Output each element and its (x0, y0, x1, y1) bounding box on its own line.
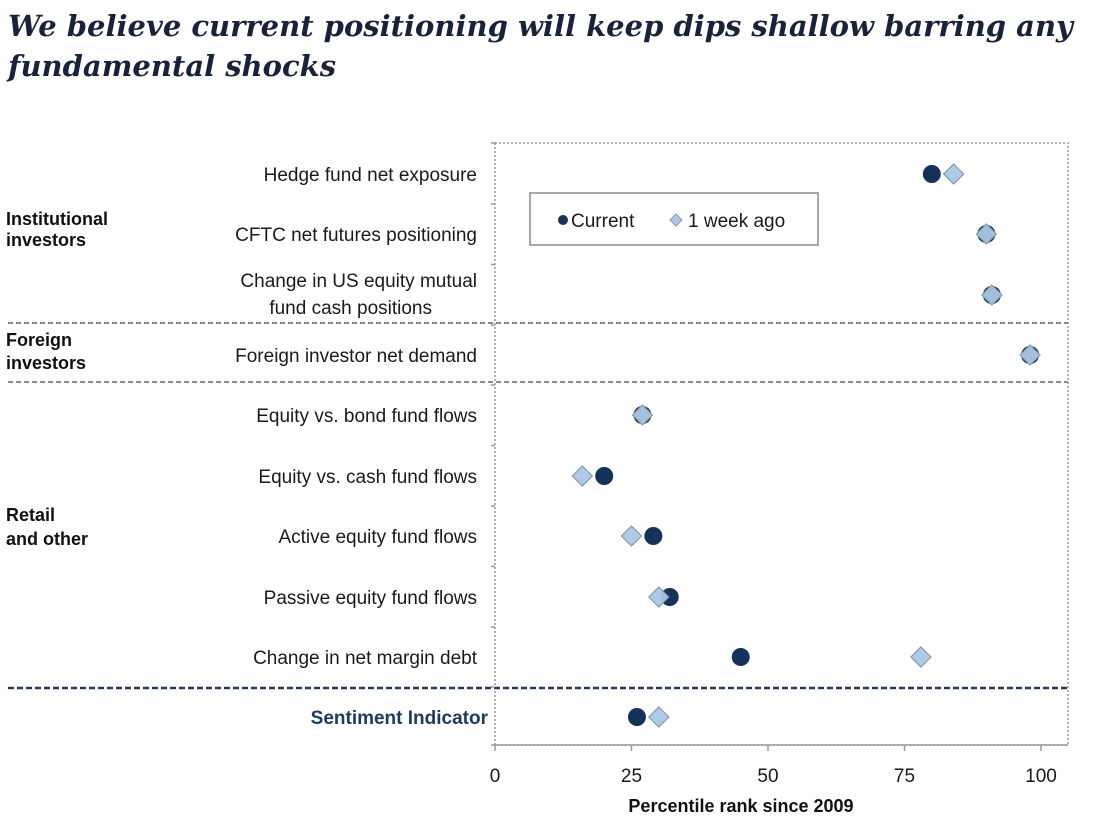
week-ago-point (631, 404, 654, 426)
category-label: Equity vs. cash fund flows (258, 467, 477, 488)
category-label: Equity vs. bond fund flows (256, 406, 477, 427)
x-tick-label: 25 (621, 766, 642, 787)
legend-week-ago-marker (669, 213, 683, 227)
category-label-line: fund cash positions (269, 298, 432, 319)
current-point (627, 708, 646, 726)
x-tick-label: 75 (894, 766, 915, 787)
week-ago-point (910, 646, 932, 668)
week-ago-point (981, 284, 1003, 306)
x-axis: 0 25 50 75 100 (490, 744, 1068, 787)
category-label: Change in net margin debt (253, 648, 478, 669)
group-label-retail: Retail and other (6, 505, 88, 549)
current-point (595, 467, 614, 485)
group-label-foreign-line2: investors (6, 353, 86, 373)
week-ago-point (571, 465, 594, 487)
week-ago-point (942, 163, 965, 185)
group-label-foreign: Foreign investors (6, 330, 86, 373)
category-label: CFTC net futures positioning (235, 225, 477, 246)
group-label-institutional-line1: Institutional (6, 209, 108, 229)
category-label: Hedge fund net exposure (264, 165, 477, 186)
chart-title: We believe current positioning will keep… (8, 9, 1073, 83)
group-label-retail-line2: and other (6, 529, 88, 549)
group-label-institutional-line2: investors (6, 230, 86, 250)
category-label-line: Change in US equity mutual (240, 271, 477, 292)
legend-week-ago-label: 1 week ago (688, 211, 785, 232)
category-rows: Hedge fund net exposure CFTC net futures … (235, 142, 1041, 746)
category-label: Active equity fund flows (278, 527, 477, 548)
week-ago-point (620, 525, 643, 547)
group-label-institutional: Institutional investors (6, 209, 113, 250)
x-tick-label: 100 (1025, 766, 1057, 787)
category-label: Passive equity fund flows (264, 588, 477, 609)
category-label: Foreign investor net demand (235, 346, 477, 367)
week-ago-point (647, 706, 670, 728)
sentiment-indicator-label: Sentiment Indicator (311, 708, 489, 729)
week-ago-point (975, 223, 998, 245)
legend-current-marker (558, 215, 568, 225)
current-point (660, 588, 679, 606)
week-ago-point (1019, 344, 1041, 366)
group-label-foreign-line1: Foreign (6, 330, 72, 350)
current-point (731, 648, 750, 666)
legend-current-label: Current (571, 211, 635, 232)
x-tick-label: 50 (757, 766, 778, 787)
category-label: Change in US equity mutual fund cash posi… (240, 271, 477, 319)
x-tick-label: 0 (490, 766, 501, 787)
legend: Current 1 week ago (529, 192, 819, 246)
x-axis-label: Percentile rank since 2009 (628, 796, 853, 816)
group-label-retail-line1: Retail (6, 505, 55, 525)
current-point (644, 527, 663, 545)
week-ago-point (647, 586, 670, 608)
current-point (922, 165, 941, 183)
